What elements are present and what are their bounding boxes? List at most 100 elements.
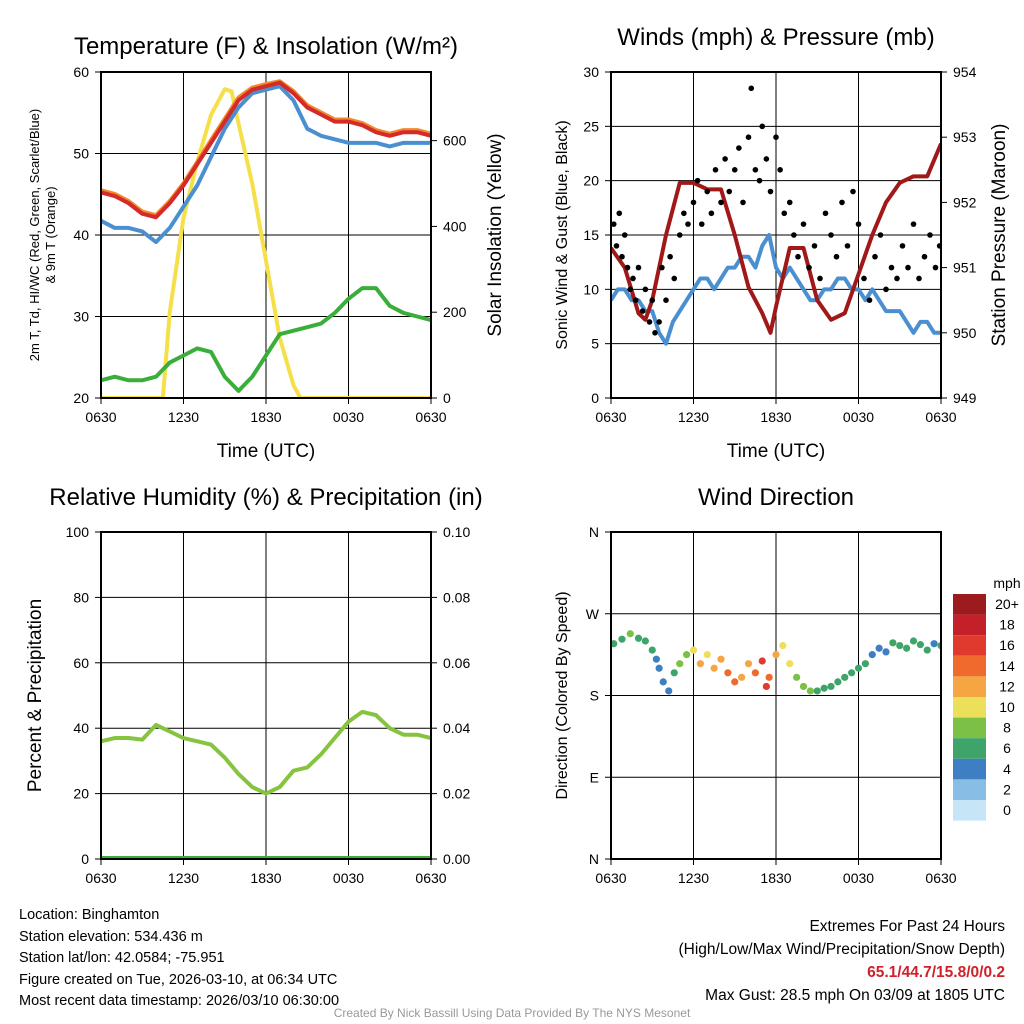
gust-point xyxy=(806,264,812,271)
direction-point xyxy=(626,630,634,638)
latlon-text: Station lat/lon: 42.0584; -75.951 xyxy=(19,950,225,966)
gust-point xyxy=(635,264,642,271)
gust-point xyxy=(844,243,851,249)
x-tick-label: 0030 xyxy=(843,870,874,886)
y-tick-label: 20 xyxy=(73,390,89,406)
direction-point xyxy=(618,635,626,643)
colorbar-swatch xyxy=(953,676,986,697)
direction-point xyxy=(659,678,667,686)
gust-point xyxy=(932,264,939,271)
direction-point xyxy=(665,687,673,695)
plot-frame xyxy=(610,531,942,860)
x-tick-label: 0630 xyxy=(595,870,626,886)
x-tick-label: 0630 xyxy=(415,870,446,886)
y-axis-label: Sonic Wind & Gust (Blue, Black) xyxy=(554,120,571,349)
chart-title: Winds (mph) & Pressure (mb) xyxy=(617,24,934,51)
created-text: Figure created on Tue, 2026-03-10, at 06… xyxy=(19,971,338,988)
y-tick-label: 80 xyxy=(73,589,89,605)
direction-point xyxy=(793,673,801,681)
direction-point xyxy=(710,664,718,672)
gust-point xyxy=(731,167,738,173)
x-tick-label: 0630 xyxy=(595,409,626,425)
direction-point xyxy=(875,644,883,652)
colorbar-label: 6 xyxy=(1003,740,1011,756)
y2-tick-label: 951 xyxy=(953,260,977,276)
plot-area xyxy=(611,85,941,346)
y-tick-label: 40 xyxy=(73,227,89,243)
gust-point xyxy=(630,275,636,282)
x-tick-label: 0030 xyxy=(333,409,364,425)
chart-panel-1 xyxy=(95,71,437,404)
gust-point xyxy=(795,253,801,260)
colorbar-label: 0 xyxy=(1003,802,1011,818)
series-sonic-wind xyxy=(611,233,941,346)
gust-point xyxy=(850,188,856,195)
x-tick-label: 0630 xyxy=(415,409,446,425)
direction-point xyxy=(827,682,835,691)
colorbar-title: mph xyxy=(993,575,1020,591)
gust-point xyxy=(613,243,620,249)
colorbar-swatch xyxy=(953,697,986,718)
gust-point xyxy=(621,232,628,238)
x-tick-label: 1830 xyxy=(250,870,281,886)
x-tick-label: 1230 xyxy=(168,870,199,886)
colorbar-swatch xyxy=(953,717,986,739)
x-tick-label: 0030 xyxy=(333,870,364,886)
direction-point xyxy=(758,657,766,665)
x-tick-label: 1830 xyxy=(760,870,791,886)
colorbar-label: 16 xyxy=(999,637,1015,653)
direction-point xyxy=(813,687,821,695)
x-tick-label: 0630 xyxy=(925,409,956,425)
gust-point xyxy=(910,221,917,227)
gust-point xyxy=(627,286,634,293)
gust-point xyxy=(671,275,678,282)
colorbar-swatch xyxy=(953,614,986,636)
chart-panel-4 xyxy=(605,531,986,865)
y-tick-label: S xyxy=(590,688,599,704)
gust-point xyxy=(656,319,662,325)
y-tick-label: N xyxy=(589,524,599,540)
gust-point xyxy=(708,210,715,217)
gust-point xyxy=(649,297,656,304)
y-tick-label: E xyxy=(590,769,599,785)
gust-point xyxy=(639,308,646,314)
y-tick-label: 10 xyxy=(583,281,599,297)
direction-point xyxy=(882,648,890,656)
y2-tick-label: 0.02 xyxy=(443,786,470,802)
gust-point xyxy=(616,210,623,217)
direction-point xyxy=(683,651,691,659)
extremes-subtitle: (High/Low/Max Wind/Precipitation/Snow De… xyxy=(678,941,1006,958)
gust-point xyxy=(916,275,922,282)
gust-point xyxy=(685,221,691,227)
plot-area xyxy=(101,709,431,859)
gust-point xyxy=(726,188,733,195)
max-gust-text: Max Gust: 28.5 mph On 03/09 at 1805 UTC xyxy=(705,987,1005,1004)
direction-point xyxy=(652,655,660,663)
gust-point xyxy=(740,199,746,206)
y-tick-label: 40 xyxy=(73,720,89,736)
colorbar-label: 2 xyxy=(1003,781,1011,797)
gust-point xyxy=(861,275,867,282)
direction-point xyxy=(751,669,759,677)
y2-tick-label: 0.10 xyxy=(443,524,470,540)
x-axis-label: Time (UTC) xyxy=(217,441,316,462)
gust-point xyxy=(611,221,617,227)
chart-panel-2 xyxy=(605,71,947,404)
chart-title: Wind Direction xyxy=(698,484,854,511)
extremes-values: 65.1/44.7/15.8/0/0.2 xyxy=(867,964,1005,981)
direction-point xyxy=(889,639,897,647)
gust-point xyxy=(839,199,845,206)
y-tick-label: 20 xyxy=(583,173,599,189)
credit-footer: Created By Nick Bassill Using Data Provi… xyxy=(333,1006,691,1020)
gust-point xyxy=(759,123,766,130)
extremes-box: Extremes For Past 24 Hours (High/Low/Max… xyxy=(679,915,1006,1007)
gust-point xyxy=(663,297,669,304)
gust-point xyxy=(624,264,631,271)
direction-point xyxy=(655,664,663,672)
y2-tick-label: 0 xyxy=(443,390,451,406)
direction-point xyxy=(772,651,780,659)
plot-frame xyxy=(100,71,432,399)
direction-point xyxy=(611,640,618,648)
colorbar-label: 10 xyxy=(999,699,1015,715)
gust-point xyxy=(722,156,728,162)
